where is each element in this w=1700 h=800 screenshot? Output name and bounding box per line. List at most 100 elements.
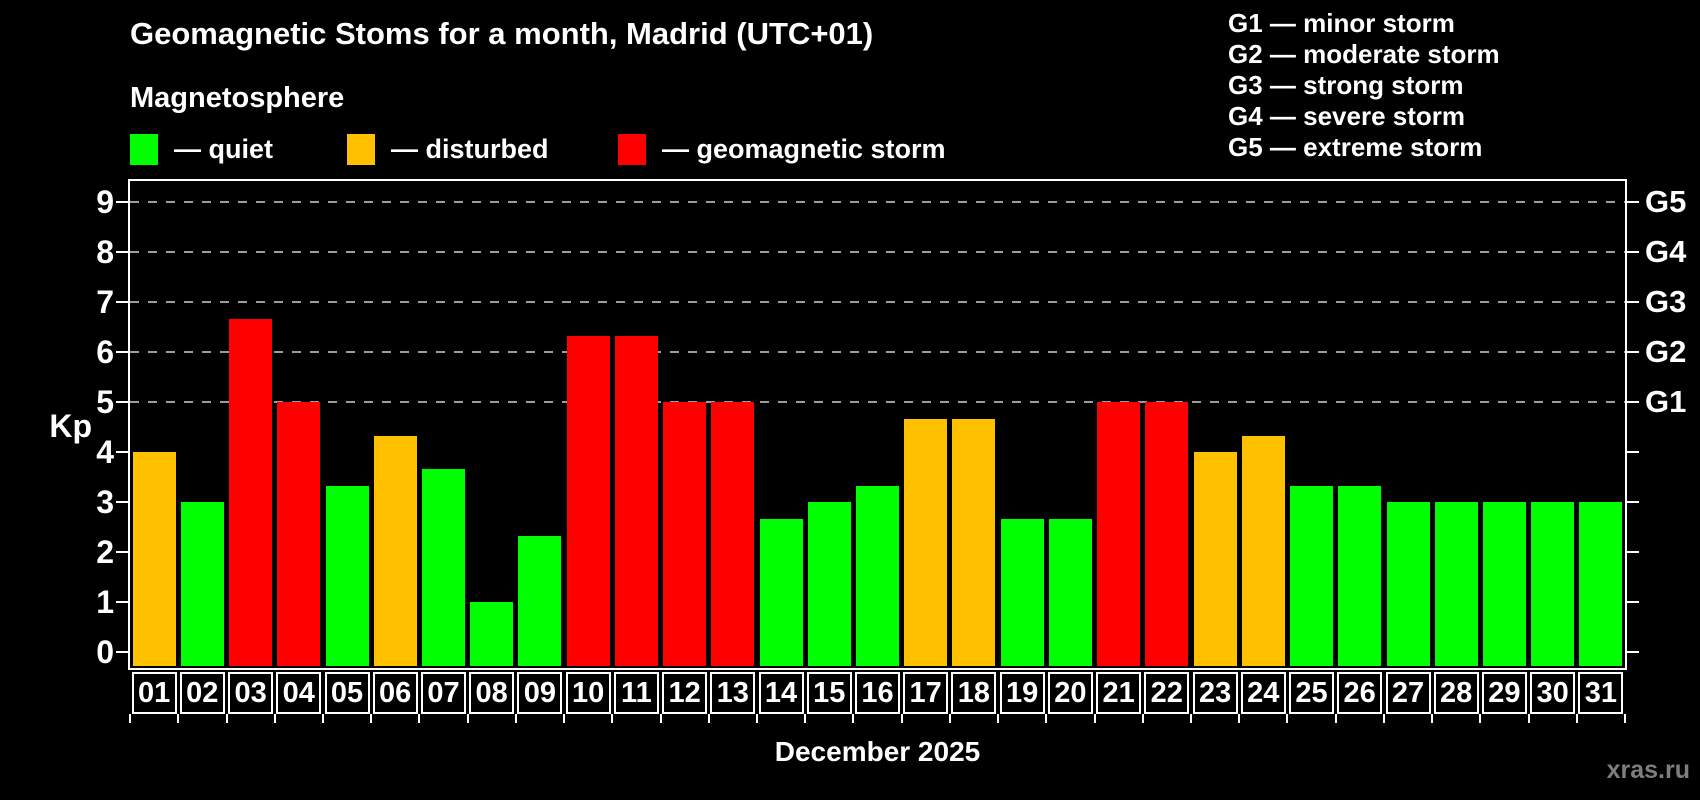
x-label-cell-03: 03 bbox=[228, 672, 274, 714]
x-label-cell-26: 26 bbox=[1337, 672, 1383, 714]
y-tick-left-8 bbox=[116, 251, 128, 253]
bar-day-21 bbox=[1097, 402, 1141, 666]
bar-day-04 bbox=[277, 402, 321, 666]
x-boundary-tick-9 bbox=[563, 714, 565, 723]
x-label-cell-02: 02 bbox=[179, 672, 225, 714]
g-axis-label-G4: G4 bbox=[1645, 234, 1687, 269]
x-label-02: 02 bbox=[186, 676, 219, 709]
x-boundary-tick-22 bbox=[1190, 714, 1192, 723]
legend-label-disturbed: — disturbed bbox=[391, 133, 549, 164]
y-tick-right-8 bbox=[1627, 251, 1639, 253]
x-label-04: 04 bbox=[282, 676, 315, 709]
x-label-cell-21: 21 bbox=[1096, 672, 1142, 714]
x-boundary-tick-31 bbox=[1624, 714, 1626, 723]
legend-label-quiet: — quiet bbox=[174, 133, 273, 164]
g-legend-line-1: G1 — minor storm bbox=[1228, 8, 1455, 38]
y-tick-label-0: 0 bbox=[96, 634, 114, 670]
x-label-cell-12: 12 bbox=[662, 672, 708, 714]
x-label-cell-09: 09 bbox=[517, 672, 563, 714]
x-boundary-tick-29 bbox=[1527, 714, 1530, 723]
x-boundary-tick-12 bbox=[707, 714, 710, 723]
bar-day-20 bbox=[1048, 518, 1092, 666]
x-boundary-tick-20 bbox=[1093, 714, 1096, 723]
x-label-cell-29: 29 bbox=[1481, 672, 1527, 714]
bar-day-29 bbox=[1482, 502, 1526, 666]
watermark-link[interactable]: xras.ru bbox=[1606, 756, 1690, 784]
x-label-cell-13: 13 bbox=[710, 672, 756, 714]
x-label-10: 10 bbox=[571, 676, 605, 709]
y-tick-left-0 bbox=[116, 651, 128, 653]
x-label-17: 17 bbox=[909, 676, 942, 709]
bar-day-22 bbox=[1145, 402, 1189, 666]
x-boundary-tick-8 bbox=[514, 714, 517, 723]
gridline-kp8 bbox=[130, 251, 1625, 253]
y-tick-left-6 bbox=[116, 351, 128, 353]
y-tick-right-9 bbox=[1627, 201, 1639, 203]
bar-day-09 bbox=[518, 535, 562, 666]
x-boundary-tick-15 bbox=[852, 714, 855, 723]
quiet-swatch-icon bbox=[130, 133, 158, 165]
x-label-05: 05 bbox=[330, 676, 364, 709]
gridline-kp9 bbox=[130, 201, 1625, 203]
x-label-cell-14: 14 bbox=[758, 672, 804, 714]
bar-day-15 bbox=[807, 502, 851, 666]
storm-swatch-icon bbox=[618, 133, 646, 165]
x-label-cell-20: 20 bbox=[1047, 672, 1093, 714]
x-boundary-tick-10 bbox=[611, 714, 614, 723]
x-boundary-tick-27 bbox=[1431, 714, 1434, 723]
x-label-cell-25: 25 bbox=[1289, 672, 1334, 714]
x-boundary-tick-0 bbox=[129, 714, 131, 723]
x-label-cell-22: 22 bbox=[1144, 672, 1190, 714]
bar-day-16 bbox=[856, 485, 899, 666]
x-boundary-tick-14 bbox=[804, 714, 807, 723]
x-label-03: 03 bbox=[234, 676, 267, 709]
x-boundary-tick-11 bbox=[659, 714, 662, 723]
x-label-cell-07: 07 bbox=[421, 672, 466, 714]
bar-day-08 bbox=[470, 602, 514, 666]
y-tick-left-9 bbox=[116, 201, 128, 203]
g-legend-line-2: G2 — moderate storm bbox=[1228, 39, 1500, 69]
legend-item-disturbed: — disturbed bbox=[347, 133, 549, 165]
y-tick-label-6: 6 bbox=[96, 334, 114, 370]
x-label-28: 28 bbox=[1440, 676, 1473, 709]
x-label-23: 23 bbox=[1198, 676, 1232, 709]
y-tick-label-7: 7 bbox=[96, 284, 114, 320]
g-axis-label-G3: G3 bbox=[1645, 284, 1687, 319]
y-tick-label-1: 1 bbox=[96, 584, 114, 620]
bar-day-31 bbox=[1579, 502, 1623, 666]
x-boundary-tick-24 bbox=[1286, 714, 1289, 723]
x-boundary-tick-19 bbox=[1045, 714, 1048, 723]
bar-day-13 bbox=[711, 402, 755, 666]
x-label-31: 31 bbox=[1584, 676, 1618, 709]
x-label-cell-15: 15 bbox=[806, 672, 852, 714]
bar-day-18 bbox=[952, 418, 996, 666]
y-tick-right-5 bbox=[1627, 401, 1639, 403]
y-tick-right-4 bbox=[1627, 451, 1639, 453]
x-label-cell-24: 24 bbox=[1240, 672, 1286, 714]
x-label-13: 13 bbox=[716, 676, 749, 709]
x-boundary-tick-16 bbox=[900, 714, 903, 723]
x-boundary-tick-6 bbox=[418, 714, 421, 723]
x-label-19: 19 bbox=[1006, 676, 1039, 709]
x-boundary-tick-2 bbox=[225, 714, 228, 723]
x-label-29: 29 bbox=[1488, 676, 1521, 709]
x-label-20: 20 bbox=[1054, 676, 1087, 709]
x-label-22: 22 bbox=[1150, 676, 1183, 709]
y-tick-label-3: 3 bbox=[96, 484, 114, 520]
x-label-cell-17: 17 bbox=[903, 672, 949, 714]
x-label-cell-06: 06 bbox=[372, 672, 418, 714]
g-scale-legend: G1 — minor storm G2 — moderate storm G3 — … bbox=[1228, 8, 1500, 163]
y-tick-left-7 bbox=[116, 301, 128, 303]
x-boundary-tick-7 bbox=[466, 714, 469, 723]
x-label-cell-05: 05 bbox=[324, 672, 370, 714]
x-label-25: 25 bbox=[1295, 676, 1328, 709]
bar-day-27 bbox=[1386, 502, 1430, 666]
x-label-01: 01 bbox=[137, 676, 171, 709]
x-boundary-tick-26 bbox=[1382, 714, 1385, 723]
bar-day-14 bbox=[759, 518, 803, 666]
bar-day-17 bbox=[904, 418, 948, 666]
x-label-cell-28: 28 bbox=[1433, 672, 1479, 714]
gridline-kp7 bbox=[130, 301, 1625, 303]
y-tick-label-2: 2 bbox=[96, 534, 114, 570]
y-tick-left-4 bbox=[116, 451, 128, 453]
